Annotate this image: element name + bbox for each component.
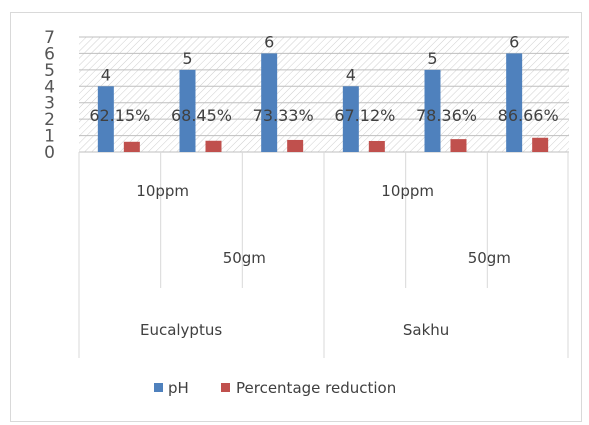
data-label-ph: 4 bbox=[346, 65, 356, 84]
data-label-ph: 5 bbox=[182, 49, 192, 68]
bar-ph bbox=[506, 53, 523, 152]
bars bbox=[97, 53, 549, 152]
category-label-dose: 10ppm bbox=[381, 182, 434, 200]
legend-label-percentage-reduction: Percentage reduction bbox=[236, 379, 396, 397]
data-label-ph: 5 bbox=[427, 49, 437, 68]
data-label-ph: 4 bbox=[101, 65, 111, 84]
y-tick-label: 7 bbox=[44, 28, 55, 48]
y-tick-label: 0 bbox=[44, 143, 55, 163]
bar-percentage-reduction bbox=[450, 139, 467, 152]
bar-ph bbox=[424, 69, 441, 152]
data-labels: 4 62.15% 5 68.45% 6 73.33% 4 67.12% 5 78.36% 6 86.6… bbox=[89, 32, 558, 125]
category-label-species: Sakhu bbox=[403, 321, 449, 339]
data-label-percentage: 67.12% bbox=[334, 106, 395, 125]
y-tick-label: 2 bbox=[44, 110, 55, 130]
data-label-percentage: 68.45% bbox=[171, 106, 232, 125]
legend-swatch-ph bbox=[154, 383, 163, 392]
category-label-dose: 10ppm bbox=[136, 182, 189, 200]
y-tick-label: 4 bbox=[44, 77, 55, 97]
data-label-percentage: 62.15% bbox=[89, 106, 150, 125]
bar-percentage-reduction bbox=[123, 141, 140, 152]
bar-percentage-reduction bbox=[205, 140, 222, 152]
y-tick-label: 3 bbox=[44, 94, 55, 114]
data-label-percentage: 73.33% bbox=[253, 106, 314, 125]
plot-area bbox=[79, 37, 569, 152]
y-tick-label: 6 bbox=[44, 44, 55, 64]
data-label-percentage: 78.36% bbox=[416, 106, 477, 125]
data-label-ph: 6 bbox=[509, 32, 519, 51]
category-label-species: Eucalyptus bbox=[140, 321, 222, 339]
bar-percentage-reduction bbox=[532, 137, 549, 152]
y-tick-label: 1 bbox=[44, 127, 55, 147]
gridlines bbox=[79, 36, 569, 153]
category-axis-lines bbox=[78, 152, 569, 358]
bar-percentage-reduction bbox=[287, 139, 304, 152]
data-label-ph: 6 bbox=[264, 32, 274, 51]
legend-swatch-percentage-reduction bbox=[221, 383, 230, 392]
category-labels: 10ppm 50gm Eucalyptus 10ppm 50gm Sakhu bbox=[136, 182, 511, 339]
legend: pH Percentage reduction bbox=[154, 379, 396, 397]
bar-ph bbox=[261, 53, 278, 152]
bar-ph bbox=[179, 69, 196, 152]
category-label-weight: 50gm bbox=[223, 249, 266, 267]
legend-label-ph: pH bbox=[168, 379, 189, 397]
bar-percentage-reduction bbox=[368, 140, 385, 152]
data-label-percentage: 86.66% bbox=[498, 106, 559, 125]
category-label-weight: 50gm bbox=[468, 249, 511, 267]
bar-ph bbox=[97, 86, 114, 152]
bar-ph bbox=[342, 86, 359, 152]
y-tick-label: 5 bbox=[44, 61, 55, 81]
